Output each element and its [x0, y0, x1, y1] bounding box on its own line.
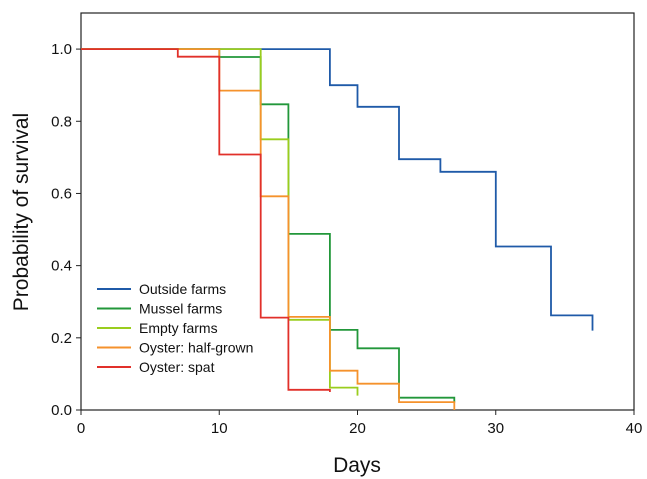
x-tick-label: 0 [77, 420, 85, 437]
y-tick-label: 0.8 [51, 113, 72, 130]
y-tick-label: 0.4 [51, 258, 72, 275]
series-layer [81, 48, 594, 410]
x-tick-label: 30 [487, 420, 504, 437]
series-line-mussel-farms [81, 48, 456, 403]
series-line-outside-farms [81, 48, 594, 331]
legend-label: Mussel farms [139, 301, 222, 317]
x-tick-label: 20 [349, 420, 366, 437]
series-line-oyster-half-grown [81, 48, 456, 410]
x-tick-label: 40 [626, 420, 643, 437]
y-tick-label: 0.0 [51, 402, 72, 419]
legend-label: Empty farms [139, 320, 218, 336]
y-tick-label: 0.2 [51, 330, 72, 347]
x-tick-label: 10 [211, 420, 228, 437]
y-tick-label: 0.6 [51, 185, 72, 202]
y-axis-title: Probability of survival [10, 113, 33, 311]
x-axis-title: Days [333, 454, 381, 477]
x-axis-ticks: 0 10 20 30 40 [77, 410, 643, 437]
series-line-oyster-spat [81, 48, 331, 392]
legend: Outside farms Mussel farms Empty farms Oyst… [97, 281, 253, 375]
legend-label: Oyster: spat [139, 359, 215, 375]
legend-label: Oyster: half-grown [139, 340, 253, 356]
y-tick-label: 1.0 [51, 41, 72, 58]
y-axis-ticks: 0.0 0.2 0.4 0.6 0.8 1.0 [51, 41, 81, 419]
legend-label: Outside farms [139, 281, 226, 297]
